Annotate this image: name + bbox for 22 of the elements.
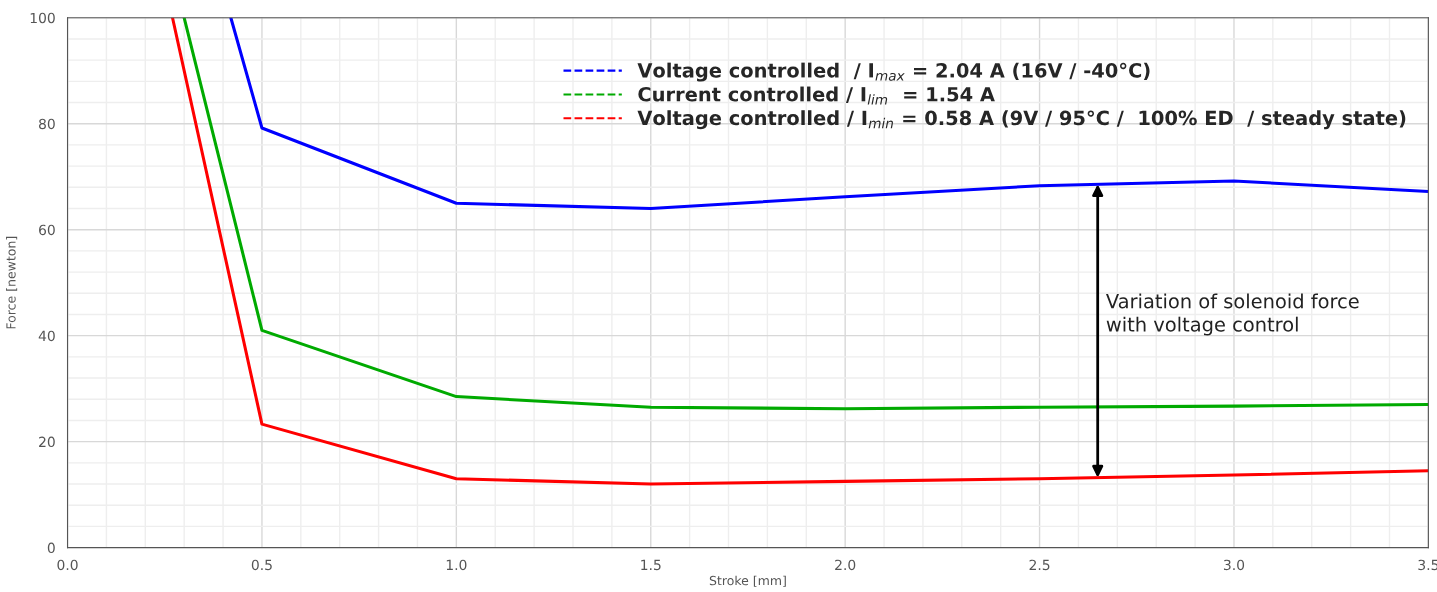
- x-tick-label: 2.0: [835, 559, 856, 571]
- y-tick-label: 100: [30, 12, 55, 24]
- legend-label: Voltage controlled / I$_{min}$ = 0.58 A (9V / 95°C / 100% ED / steady state): [637, 110, 1406, 130]
- line-series: [170, 17, 1429, 486]
- y-tick-label: 80: [39, 118, 55, 130]
- text: Current controlled / I$_{lim}$ = 1.54 A: [638, 86, 995, 105]
- x-tick-label: 1.5: [641, 559, 661, 571]
- y-tick-label: 40: [38, 330, 55, 342]
- y-tick-label: 60: [39, 224, 55, 236]
- y-tick-label: 0: [47, 542, 55, 554]
- legend-label: Voltage controlled / I$_{max}$ = 2.04 A (16V / -40°C): [637, 62, 1150, 82]
- x-axis-title: Stroke [mm]: [709, 575, 786, 587]
- line-series: [229, 17, 1429, 211]
- x-tick-label: 1.0: [446, 559, 467, 571]
- annotation: Variation of solenoid force with voltage control: [1106, 293, 1359, 336]
- x-tick-label: 0.0: [57, 559, 78, 571]
- y-tick-label: 20: [39, 436, 55, 448]
- line-series: [182, 17, 1429, 411]
- x-tick-label: 0.5: [251, 559, 272, 571]
- y-axis-title: Force [newton]: [6, 236, 18, 329]
- x-tick-label: 3.0: [1223, 559, 1245, 571]
- x-tick-label: 2.5: [1029, 559, 1050, 571]
